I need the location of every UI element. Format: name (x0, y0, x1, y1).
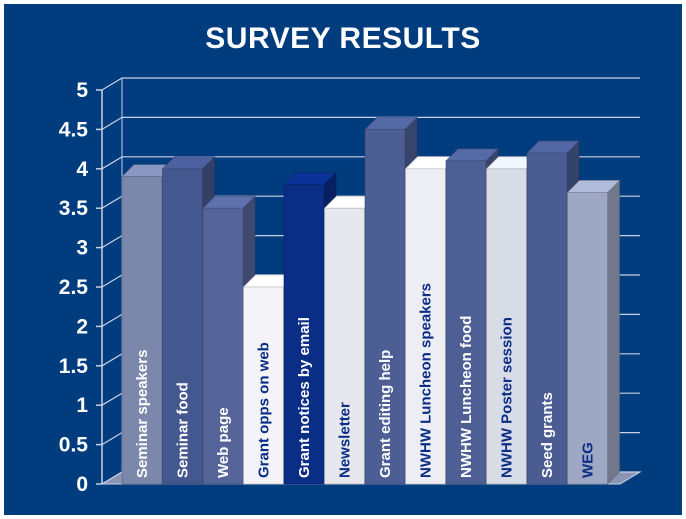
bar-front (162, 168, 203, 485)
category-label: Grant editing help (377, 350, 394, 478)
bar-front (283, 184, 325, 485)
bar-front (445, 160, 487, 485)
category-label: WEG (580, 442, 597, 478)
category-label: Seminar food (175, 382, 192, 478)
y-tick-label: 4 (76, 158, 88, 181)
bar-side (607, 179, 620, 485)
category-label: Web page (215, 407, 232, 478)
chart-title: SURVEY RESULTS (205, 22, 481, 55)
y-tick-label: 2 (76, 315, 88, 338)
bar-front (567, 192, 608, 485)
y-tick-label: 1.5 (59, 355, 89, 378)
bar-labels: Seminar speakers Seminar food Web page Gran… (134, 283, 597, 478)
bar-front (364, 129, 406, 485)
y-tick-label: 4.5 (59, 118, 89, 141)
category-label: NWHW Luncheon speakers (418, 283, 435, 478)
y-tick-label: 3.5 (59, 197, 89, 220)
y-tick-label: 5 (76, 79, 88, 102)
category-label: Grant notices by email (296, 317, 313, 478)
bar-front (121, 176, 163, 485)
bar-front (526, 152, 568, 485)
category-label: Seed grants (539, 392, 556, 478)
y-tick-label: 0.5 (59, 434, 89, 457)
category-label: NWHW Poster session (499, 317, 516, 478)
bar-front (324, 207, 365, 485)
bar-front (486, 168, 527, 485)
category-label: Seminar speakers (134, 350, 151, 478)
bars (121, 116, 621, 485)
category-label: NWHW Luncheon food (458, 316, 475, 478)
y-tick-label: 0 (76, 473, 88, 496)
category-label: Newsletter (337, 402, 354, 478)
y-tick-label: 2.5 (59, 276, 89, 299)
y-tick-label: 1 (76, 394, 88, 417)
bar-front (202, 207, 244, 485)
bar-front (243, 286, 284, 485)
category-label: Grant opps on web (256, 342, 273, 478)
bar-front (405, 168, 446, 485)
bar (566, 179, 621, 485)
gridline (101, 116, 640, 130)
y-axis-ticks: 0 0.5 1 1.5 2 2.5 3 3.5 4 4.5 5 (59, 79, 102, 496)
gridline (101, 77, 640, 91)
y-tick-label: 3 (76, 237, 88, 260)
